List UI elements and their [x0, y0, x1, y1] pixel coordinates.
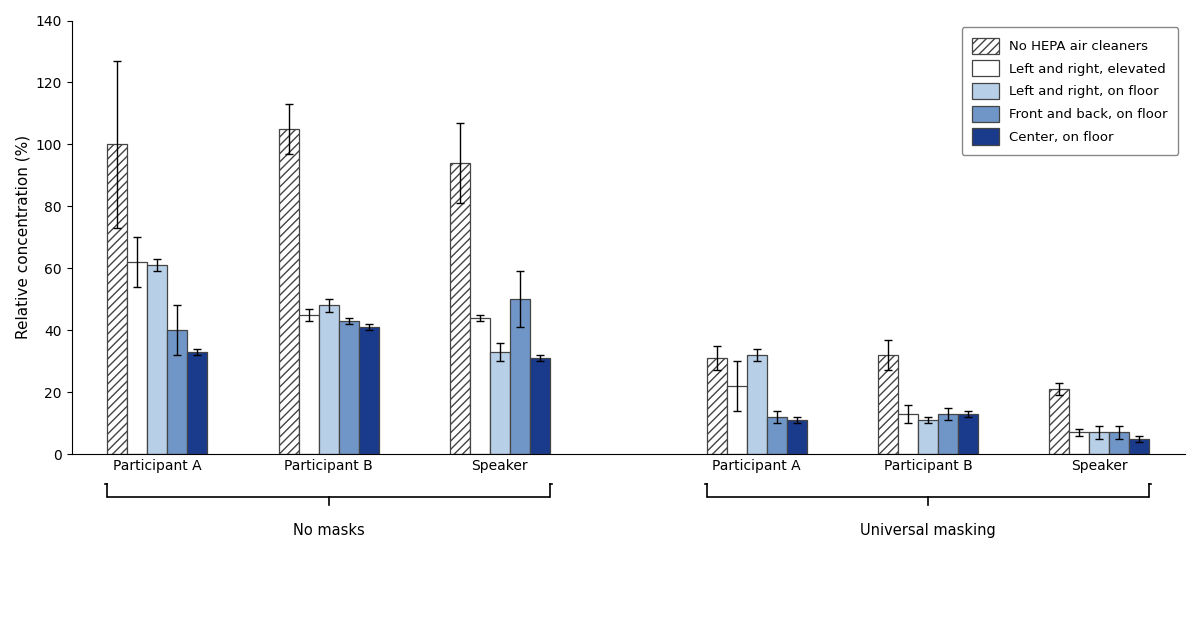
Bar	[727, 386, 746, 454]
Bar	[299, 315, 318, 454]
Bar	[1109, 432, 1129, 454]
Y-axis label: Relative concentration (%): Relative concentration (%)	[16, 135, 30, 340]
Legend: No HEPA air cleaners, Left and right, elevated, Left and right, on floor, Front : No HEPA air cleaners, Left and right, el…	[962, 27, 1178, 155]
Bar	[107, 144, 127, 454]
Bar	[278, 129, 299, 454]
Bar	[148, 265, 167, 454]
Bar	[490, 352, 510, 454]
Bar	[707, 358, 727, 454]
Bar	[1129, 439, 1150, 454]
Bar	[787, 420, 806, 454]
Bar	[530, 358, 550, 454]
Bar	[127, 262, 148, 454]
Bar	[878, 355, 898, 454]
Bar	[470, 318, 490, 454]
Bar	[338, 321, 359, 454]
Bar	[167, 330, 187, 454]
Bar	[1050, 389, 1069, 454]
Bar	[938, 414, 958, 454]
Bar	[187, 352, 208, 454]
Bar	[450, 163, 470, 454]
Text: No masks: No masks	[293, 522, 365, 537]
Bar	[918, 420, 938, 454]
Bar	[318, 305, 338, 454]
Bar	[746, 355, 767, 454]
Text: Universal masking: Universal masking	[860, 522, 996, 537]
Bar	[898, 414, 918, 454]
Bar	[1090, 432, 1109, 454]
Bar	[359, 327, 378, 454]
Bar	[510, 299, 530, 454]
Bar	[1069, 432, 1090, 454]
Bar	[958, 414, 978, 454]
Bar	[767, 417, 787, 454]
